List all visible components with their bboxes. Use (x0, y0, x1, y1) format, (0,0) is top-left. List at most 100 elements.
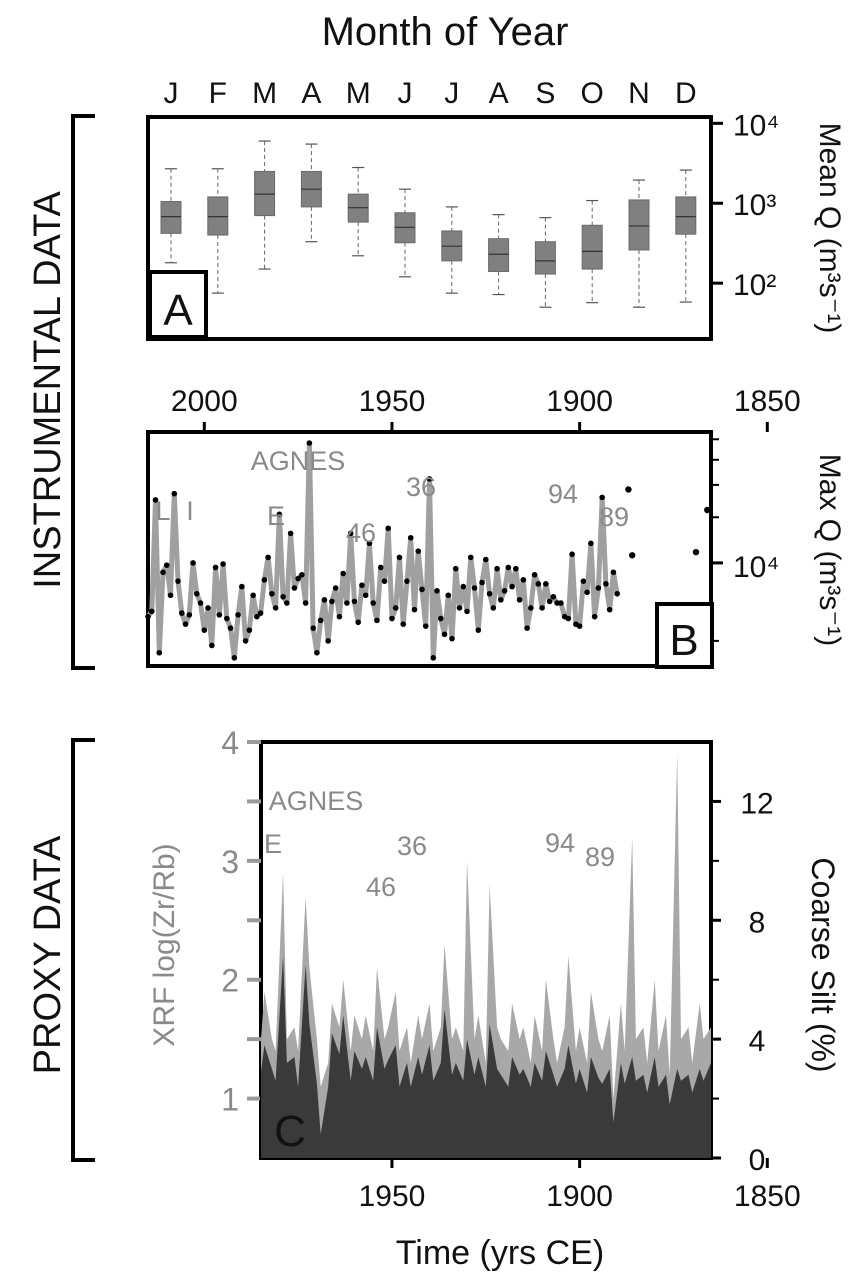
panel-b-letter: B (669, 616, 698, 665)
x-tick-label: 1900 (546, 385, 613, 418)
box (207, 196, 229, 236)
left-y-tick-label: 4 (221, 725, 239, 761)
maxq-point (186, 612, 193, 618)
panel-c-left-y-axis-label: XRF log(Zr/Rb) (148, 843, 181, 1046)
maxq-point (216, 612, 223, 618)
maxq-point (284, 600, 290, 606)
panel-c-right-y-axis-label: Coarse Silt (%) (805, 857, 841, 1072)
flood-event-label: 94 (545, 828, 575, 858)
maxq-point (175, 578, 181, 584)
y-tick-label: 10⁴ (733, 551, 779, 584)
maxq-point (524, 625, 530, 631)
maxq-point (272, 605, 279, 611)
maxq-point (411, 606, 418, 613)
maxq-point (227, 625, 234, 631)
flood-event-label: L (155, 496, 170, 526)
maxq-point (437, 615, 444, 622)
maxq-point (370, 600, 377, 606)
maxq-point (516, 597, 523, 603)
x-tick-label: 2000 (171, 385, 238, 418)
maxq-historic-point (628, 552, 636, 559)
maxq-point (329, 598, 335, 605)
maxq-point (242, 638, 249, 644)
maxq-point (464, 608, 470, 615)
maxq-series-line (145, 440, 620, 661)
maxq-point (276, 511, 283, 518)
maxq-point (449, 635, 455, 642)
flood-event-label: AGNES (269, 786, 364, 816)
maxq-point (250, 592, 256, 599)
panel-a-frame (146, 115, 713, 341)
maxq-point (193, 590, 200, 597)
maxq-point (490, 605, 497, 611)
maxq-point (558, 600, 564, 606)
month-tick-label: J (398, 77, 413, 110)
right-y-tick-label: 12 (740, 787, 773, 820)
maxq-point (190, 560, 196, 566)
maxq-point (182, 621, 189, 627)
maxq-point (565, 615, 572, 622)
flood-event-label: E (264, 829, 282, 859)
panel-b-badge (655, 602, 714, 669)
right-y-tick-label: 8 (749, 906, 766, 939)
month-tick-label: J (444, 77, 459, 110)
maxq-point (212, 564, 219, 571)
maxq-point (310, 625, 316, 631)
maxq-point (291, 585, 298, 591)
maxq-point (156, 649, 163, 656)
x-tick-label: 1900 (546, 1180, 613, 1213)
maxq-point (209, 642, 215, 649)
maxq-point (546, 598, 553, 605)
maxq-point (486, 590, 493, 597)
flood-event-label: 89 (599, 502, 629, 532)
maxq-point (145, 613, 151, 620)
maxq-point (550, 593, 557, 600)
right-y-tick-label: 0 (749, 1144, 766, 1177)
month-tick-label: M (346, 77, 371, 110)
maxq-point (280, 593, 286, 600)
maxq-point (456, 605, 463, 611)
maxq-point (374, 617, 380, 624)
maxq-point (460, 583, 467, 590)
maxq-point (381, 578, 388, 584)
maxq-point (501, 588, 508, 594)
box (675, 196, 697, 235)
maxq-point (254, 613, 260, 620)
maxq-point (610, 569, 617, 576)
maxq-point (235, 612, 241, 618)
maxq-historic-point (625, 486, 632, 493)
panel-c-letter: C (274, 1107, 306, 1156)
maxq-point (543, 581, 549, 587)
flood-event-label: 46 (346, 518, 376, 548)
maxq-point (471, 585, 478, 591)
maxq-point (441, 631, 448, 638)
maxq-point (325, 638, 331, 644)
maxq-point (426, 476, 433, 482)
month-tick-label: O (581, 77, 604, 110)
flood-event-label: AGNES (251, 446, 346, 476)
box (581, 224, 603, 270)
left-y-tick-label: 1 (221, 1082, 239, 1118)
maxq-point (528, 605, 534, 611)
maxq-point (351, 598, 358, 605)
maxq-point (614, 590, 620, 597)
maxq-point (591, 613, 598, 620)
maxq-point (314, 649, 320, 656)
x-tick-label: 1950 (359, 385, 426, 418)
maxq-point (205, 605, 211, 611)
maxq-historic-point (692, 548, 700, 556)
maxq-point (302, 600, 309, 606)
maxq-point (584, 589, 590, 596)
maxq-point (422, 623, 429, 629)
flood-event-label: 94 (548, 479, 578, 509)
box (534, 241, 556, 275)
maxq-point (167, 592, 174, 599)
maxq-point (520, 577, 527, 583)
maxq-point (377, 564, 384, 571)
maxq-point (569, 551, 575, 558)
left-y-tick-label: 2 (221, 963, 239, 999)
flood-event-label: 36 (406, 472, 436, 502)
maxq-point (535, 581, 542, 587)
proxy-group-label: PROXY DATA (27, 835, 69, 1074)
